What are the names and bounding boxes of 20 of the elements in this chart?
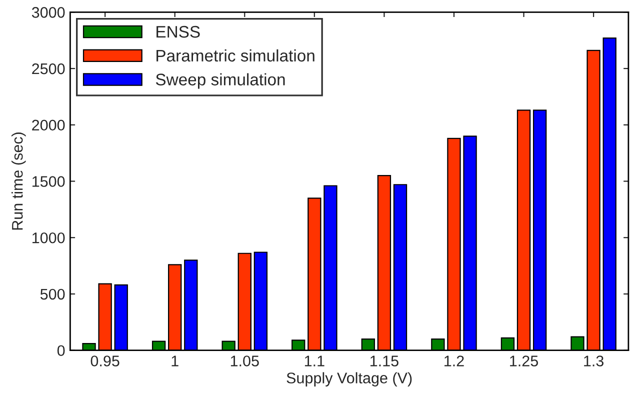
x-tick-label: 1.2 bbox=[444, 356, 464, 366]
legend-label: ENSS bbox=[156, 26, 200, 38]
legend-label: Parametric simulation bbox=[156, 49, 314, 62]
legend-label: Sweep simulation bbox=[156, 73, 285, 89]
x-tick-label: 0.95 bbox=[90, 356, 120, 366]
y-axis-title: Run time (sec) bbox=[12, 132, 26, 230]
x-tick-label: 1.3 bbox=[584, 356, 604, 366]
x-tick-label: 1.15 bbox=[370, 356, 398, 366]
y-tick-label: 3000 bbox=[32, 7, 65, 18]
x-tick-label: 1.05 bbox=[230, 356, 259, 366]
y-tick-label: 500 bbox=[40, 288, 65, 300]
y-tick-label: 1000 bbox=[32, 232, 65, 244]
y-tick-label: 0 bbox=[57, 345, 65, 356]
x-axis-title: Supply Voltage (V) bbox=[286, 372, 412, 386]
x-tick-label: 1 bbox=[172, 356, 178, 366]
y-tick-label: 2000 bbox=[32, 120, 65, 131]
y-tick-label: 2500 bbox=[32, 63, 65, 74]
x-tick-label: 1.1 bbox=[304, 356, 324, 366]
x-tick-label: 1.25 bbox=[510, 356, 538, 366]
y-tick-label: 1500 bbox=[32, 176, 65, 187]
